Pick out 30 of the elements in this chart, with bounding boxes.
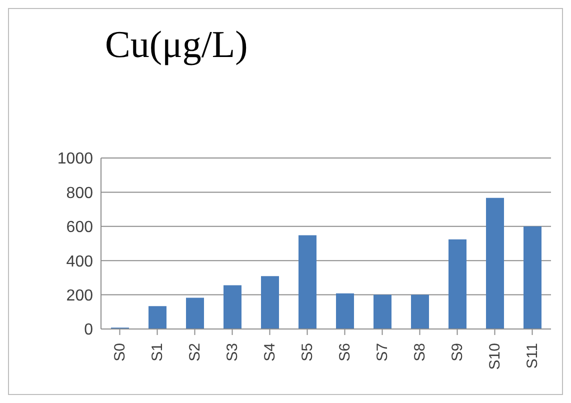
bar: [148, 306, 166, 329]
bar: [524, 226, 542, 329]
x-tick-label: S5: [298, 343, 316, 362]
y-tick-label: 400: [66, 253, 94, 270]
bar: [336, 293, 354, 329]
bar: [448, 239, 466, 329]
y-tick-label: 600: [66, 219, 94, 236]
y-tick-label: 200: [66, 287, 94, 304]
bar: [374, 294, 392, 329]
bar: [411, 294, 429, 329]
x-tick-label: S0: [111, 343, 128, 362]
bar: [186, 298, 204, 329]
x-tick-label: S6: [336, 343, 354, 362]
x-tick-label: S9: [448, 343, 466, 362]
bar: [486, 198, 504, 329]
chart-title: Cu(μg/L): [105, 23, 248, 67]
y-tick-label: 1000: [57, 150, 94, 168]
y-tick-label: 800: [66, 184, 94, 202]
x-tick-label: S8: [411, 343, 428, 362]
bar: [298, 235, 316, 329]
x-tick-label: S11: [524, 343, 541, 369]
x-tick-label: S1: [148, 343, 166, 362]
x-tick-label: S7: [374, 343, 391, 362]
x-tick-label: S2: [186, 343, 204, 362]
x-tick-label: S10: [486, 343, 504, 370]
y-tick-label: 0: [84, 322, 94, 339]
x-tick-label: S3: [224, 343, 241, 362]
bar: [261, 276, 279, 329]
bar: [224, 285, 242, 329]
x-tick-label: S4: [261, 343, 278, 362]
